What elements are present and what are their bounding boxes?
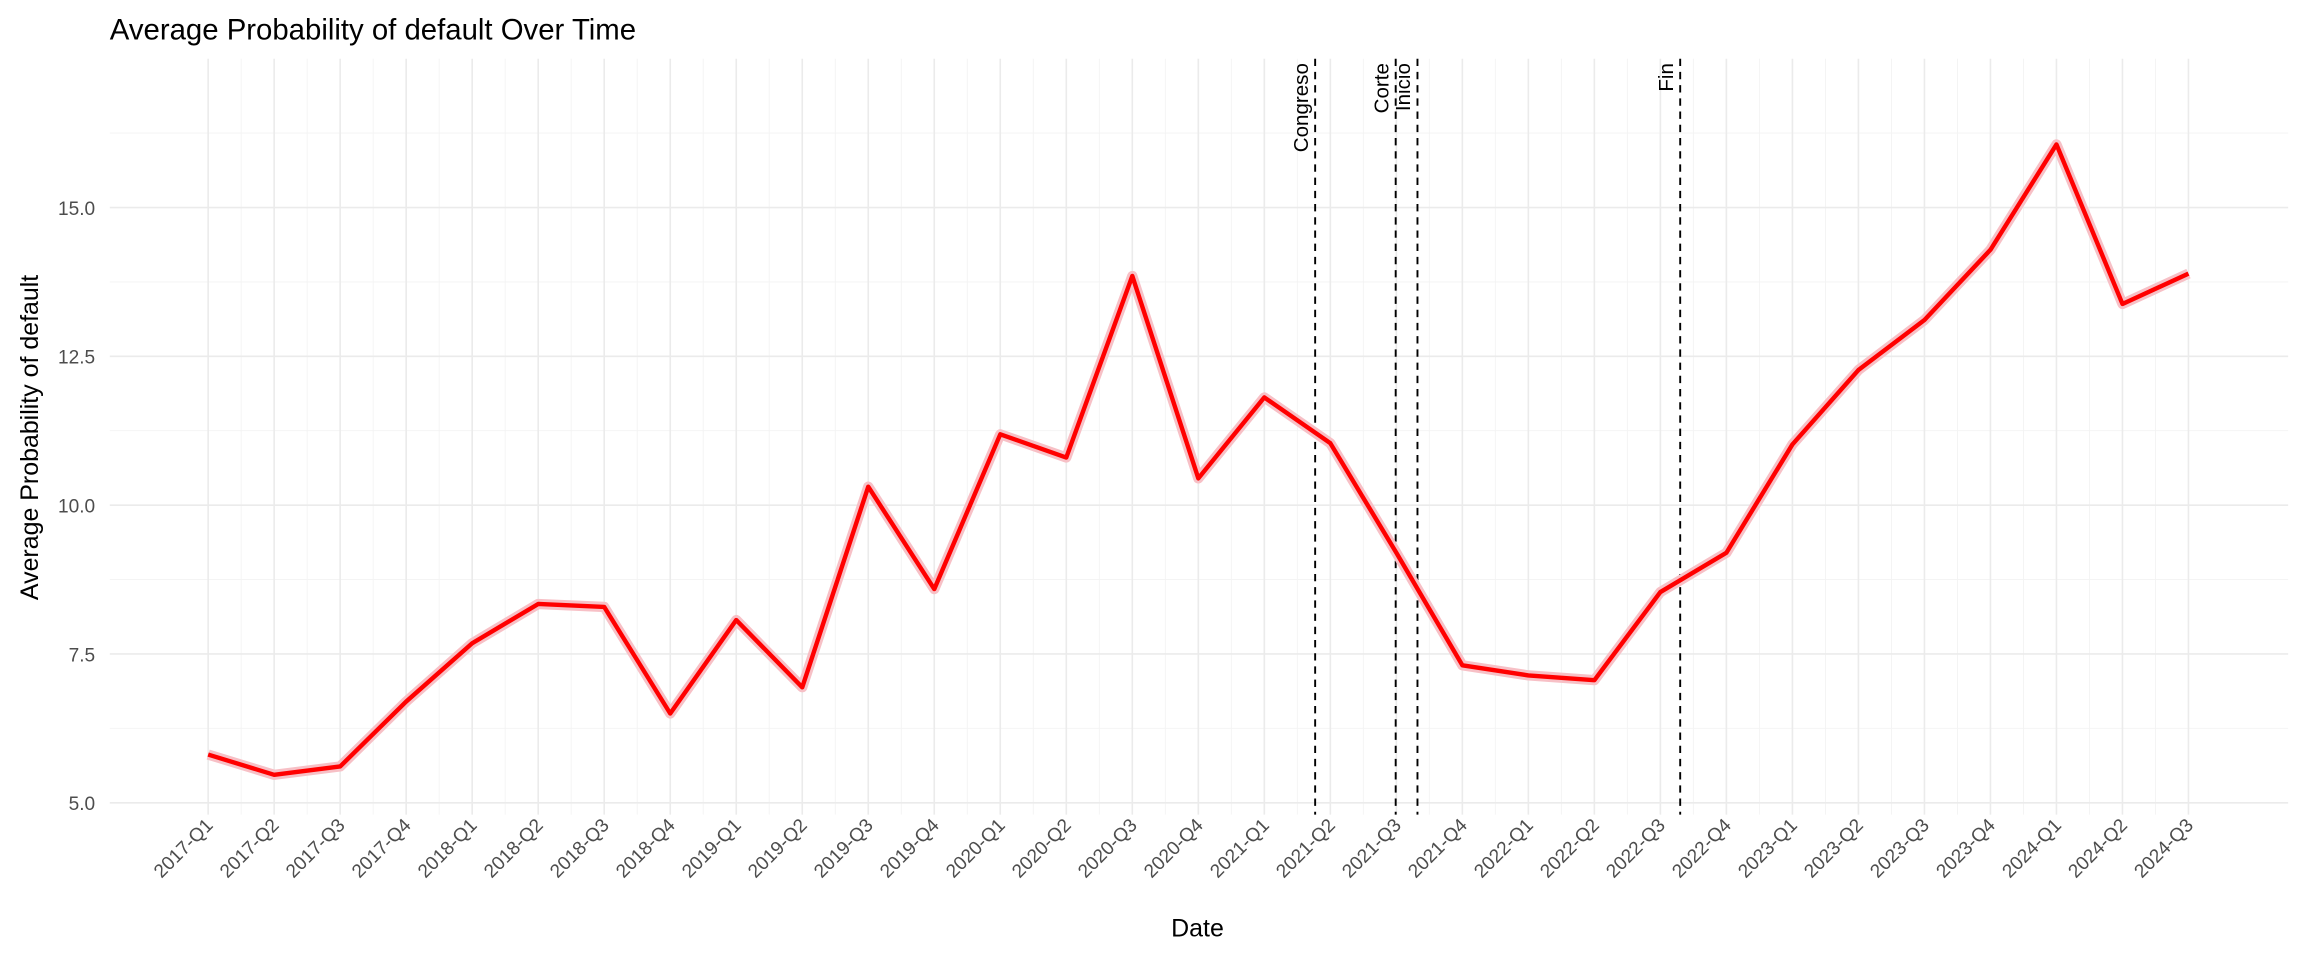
x-tick-label: 2022-Q4 [1668,815,1736,883]
x-tick-label: 2019-Q2 [744,815,811,882]
x-tick-label: 2019-Q3 [810,815,877,882]
x-tick-label: 2021-Q2 [1272,815,1339,882]
x-tick-label: 2022-Q1 [1470,815,1537,882]
x-tick-label: 2022-Q2 [1536,815,1603,882]
x-tick-label: 2018-Q2 [480,815,547,882]
x-tick-label: 2021-Q1 [1206,815,1273,882]
x-tick-label: 2023-Q2 [1800,815,1867,882]
x-tick-label: 2017-Q2 [216,815,283,882]
event-label: Corte [1370,63,1393,113]
y-tick-label: 7.5 [69,645,96,666]
x-tick-label: 2023-Q1 [1734,815,1801,882]
x-tick-label: 2023-Q4 [1932,815,2000,883]
x-tick-label: 2018-Q4 [612,815,680,883]
x-tick-label: 2017-Q3 [282,815,349,882]
x-tick-label: 2017-Q1 [150,815,217,882]
y-tick-label: 5.0 [69,794,96,815]
x-tick-label: 2017-Q4 [348,815,416,883]
y-tick-label: 10.0 [58,496,95,517]
x-tick-label: 2018-Q1 [414,815,481,882]
event-label: Congreso [1290,63,1313,152]
x-tick-label: 2024-Q3 [2131,815,2198,882]
x-tick-label: 2019-Q4 [876,815,944,883]
line-series [207,142,2190,777]
event-label: Fin [1655,63,1678,92]
x-tick-label: 2024-Q1 [1999,815,2066,882]
x-tick-label: 2020-Q3 [1074,815,1141,882]
y-tick-label: 12.5 [58,348,95,369]
x-tick-label: 2018-Q3 [546,815,613,882]
x-axis-label: Date [1171,915,1224,943]
x-tick-label: 2020-Q1 [942,815,1009,882]
x-tick-label: 2021-Q4 [1404,815,1472,883]
y-axis-label: Average Probability of default [16,275,44,600]
x-tick-label: 2024-Q2 [2065,815,2132,882]
x-tick-label: 2021-Q3 [1338,815,1405,882]
event-label: Inicio [1392,63,1415,111]
y-tick-label: 15.0 [58,199,95,220]
x-tick-label: 2019-Q1 [678,815,745,882]
x-tick-label: 2020-Q2 [1008,815,1075,882]
x-tick-label: 2022-Q3 [1602,815,1669,882]
chart-title: Average Probability of default Over Time [110,14,636,47]
x-tick-label: 2020-Q4 [1140,815,1208,883]
x-tick-label: 2023-Q3 [1866,815,1933,882]
